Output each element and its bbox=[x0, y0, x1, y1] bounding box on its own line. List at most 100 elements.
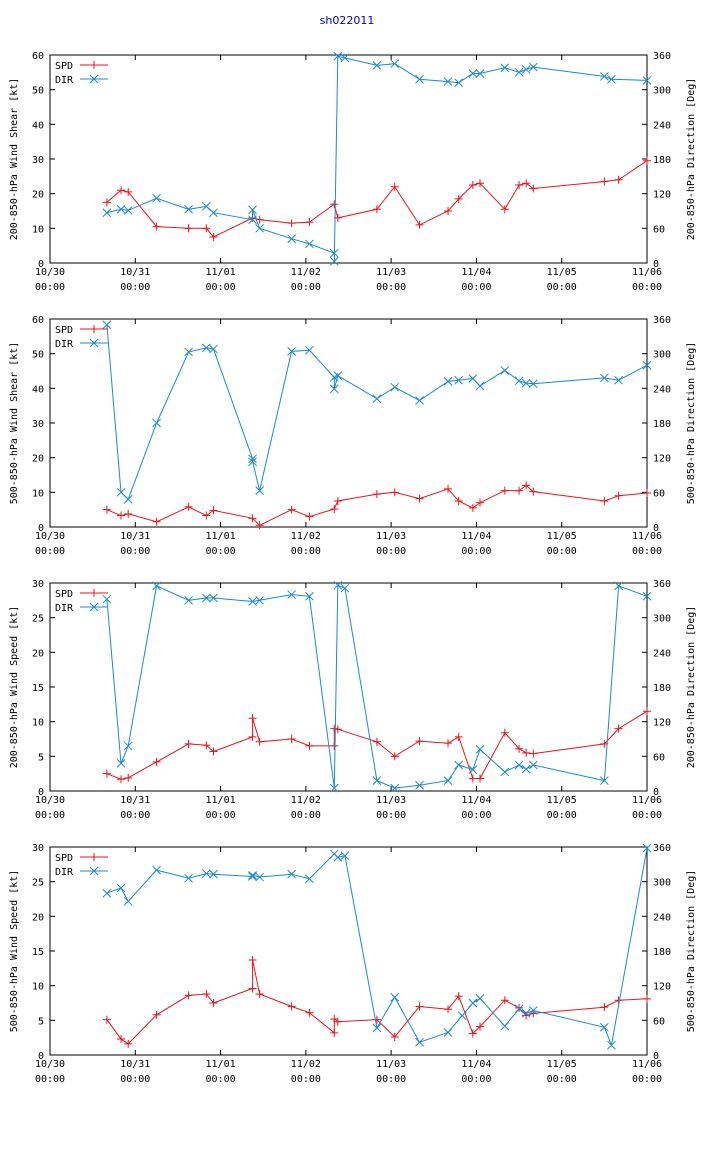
data-point-spd bbox=[500, 205, 509, 214]
data-point-dir bbox=[390, 783, 400, 793]
y-tick-label: 10 bbox=[32, 488, 44, 499]
data-point-spd bbox=[415, 737, 424, 746]
data-point-dir bbox=[333, 580, 343, 590]
data-point-spd bbox=[372, 737, 381, 746]
data-point-dir bbox=[372, 61, 382, 70]
y-axis-label: 200-850-hPa Wind Speed [kt] bbox=[9, 606, 20, 769]
data-point-dir bbox=[248, 454, 257, 464]
data-point-spd bbox=[454, 732, 463, 741]
data-point-dir bbox=[600, 373, 609, 383]
y2-axis-label: 500-850-hPa Direction [Deg] bbox=[686, 870, 697, 1033]
data-point-dir bbox=[415, 1037, 424, 1047]
data-point-dir bbox=[102, 594, 112, 604]
legend-label-dir: DIR bbox=[55, 603, 74, 614]
x-tick-label-time: 00:00 bbox=[35, 810, 65, 821]
data-point-dir bbox=[372, 394, 382, 404]
data-point-spd bbox=[102, 505, 111, 514]
y-tick-label: 15 bbox=[32, 947, 44, 958]
legend-label-spd: SPD bbox=[55, 589, 73, 600]
data-point-spd bbox=[152, 1010, 161, 1019]
data-point-dir bbox=[614, 581, 623, 591]
data-point-spd bbox=[500, 486, 509, 495]
data-point-spd bbox=[614, 175, 623, 184]
data-point-dir bbox=[468, 998, 478, 1008]
x-tick-label-time: 00:00 bbox=[547, 1074, 577, 1085]
data-point-dir bbox=[607, 1040, 616, 1050]
data-point-dir bbox=[248, 597, 257, 606]
y2-tick-label: 60 bbox=[653, 752, 665, 763]
data-point-dir bbox=[255, 872, 264, 882]
data-point-dir bbox=[255, 486, 264, 495]
data-point-dir bbox=[255, 223, 264, 233]
data-point-spd bbox=[330, 504, 339, 513]
series-line-spd bbox=[106, 959, 648, 1045]
x-tick-label-date: 11/02 bbox=[291, 267, 321, 278]
data-point-dir bbox=[209, 208, 218, 218]
x-tick-label-time: 00:00 bbox=[206, 282, 236, 293]
data-point-dir bbox=[248, 205, 257, 215]
data-point-spd bbox=[209, 233, 218, 241]
data-point-dir bbox=[201, 343, 211, 353]
x-tick-label-time: 00:00 bbox=[120, 810, 150, 821]
figure-title: sh022011 bbox=[320, 14, 375, 27]
x-tick-label-time: 00:00 bbox=[206, 1074, 236, 1085]
data-point-spd bbox=[522, 179, 531, 188]
data-point-spd bbox=[124, 187, 133, 196]
y2-tick-label: 120 bbox=[653, 982, 671, 993]
y2-tick-label: 360 bbox=[653, 579, 671, 590]
data-point-spd bbox=[102, 1015, 111, 1024]
data-point-dir bbox=[443, 776, 453, 785]
data-point-dir bbox=[248, 870, 257, 880]
y2-tick-label: 180 bbox=[653, 947, 671, 958]
x-tick-label-date: 11/05 bbox=[547, 795, 577, 806]
data-point-spd bbox=[614, 724, 623, 733]
y2-tick-label: 60 bbox=[653, 224, 665, 235]
x-tick-label-date: 11/01 bbox=[206, 531, 236, 542]
data-point-spd bbox=[476, 1022, 485, 1031]
x-tick-label-date: 11/01 bbox=[206, 795, 236, 806]
x-tick-label-date: 11/03 bbox=[376, 531, 406, 542]
data-point-dir bbox=[184, 873, 193, 883]
data-point-spd bbox=[390, 1032, 399, 1041]
x-tick-label-date: 10/31 bbox=[120, 531, 150, 542]
data-point-dir bbox=[329, 256, 339, 266]
y2-tick-label: 0 bbox=[653, 259, 659, 270]
data-point-dir bbox=[528, 379, 538, 389]
data-point-dir bbox=[415, 74, 424, 84]
plot-frame bbox=[49, 846, 648, 1056]
data-point-dir bbox=[500, 767, 510, 777]
data-point-dir bbox=[500, 63, 510, 73]
y2-tick-label: 300 bbox=[653, 614, 671, 625]
data-point-spd bbox=[454, 992, 463, 1001]
data-point-dir bbox=[475, 381, 485, 391]
data-point-dir bbox=[390, 992, 400, 1002]
legend-label-spd: SPD bbox=[55, 61, 73, 72]
x-tick-label-time: 00:00 bbox=[461, 546, 491, 557]
data-point-spd bbox=[372, 1015, 381, 1024]
data-point-dir bbox=[600, 776, 609, 785]
x-tick-label-time: 00:00 bbox=[120, 282, 150, 293]
x-tick-label-date: 11/03 bbox=[376, 1059, 406, 1070]
data-point-spd bbox=[102, 198, 111, 207]
data-point-spd bbox=[287, 1002, 296, 1011]
legend-marker-dir bbox=[89, 74, 99, 84]
y-tick-label: 0 bbox=[38, 787, 44, 798]
data-point-spd bbox=[643, 156, 651, 165]
legend-label-dir: DIR bbox=[55, 867, 74, 878]
y-tick-label: 50 bbox=[32, 86, 44, 97]
data-point-spd bbox=[600, 177, 609, 186]
data-point-dir bbox=[443, 1028, 453, 1037]
data-point-spd bbox=[468, 181, 477, 189]
data-point-dir bbox=[642, 843, 652, 853]
y2-tick-label: 300 bbox=[653, 86, 671, 97]
y2-tick-label: 0 bbox=[653, 1051, 659, 1062]
data-point-spd bbox=[529, 184, 538, 193]
data-point-spd bbox=[330, 724, 339, 733]
data-point-dir bbox=[642, 76, 652, 85]
y2-tick-label: 240 bbox=[653, 648, 671, 659]
data-point-dir bbox=[333, 371, 343, 380]
data-point-spd bbox=[476, 498, 485, 507]
x-tick-label-time: 00:00 bbox=[632, 546, 662, 557]
x-tick-label-date: 11/05 bbox=[547, 267, 577, 278]
data-point-dir bbox=[475, 69, 485, 78]
